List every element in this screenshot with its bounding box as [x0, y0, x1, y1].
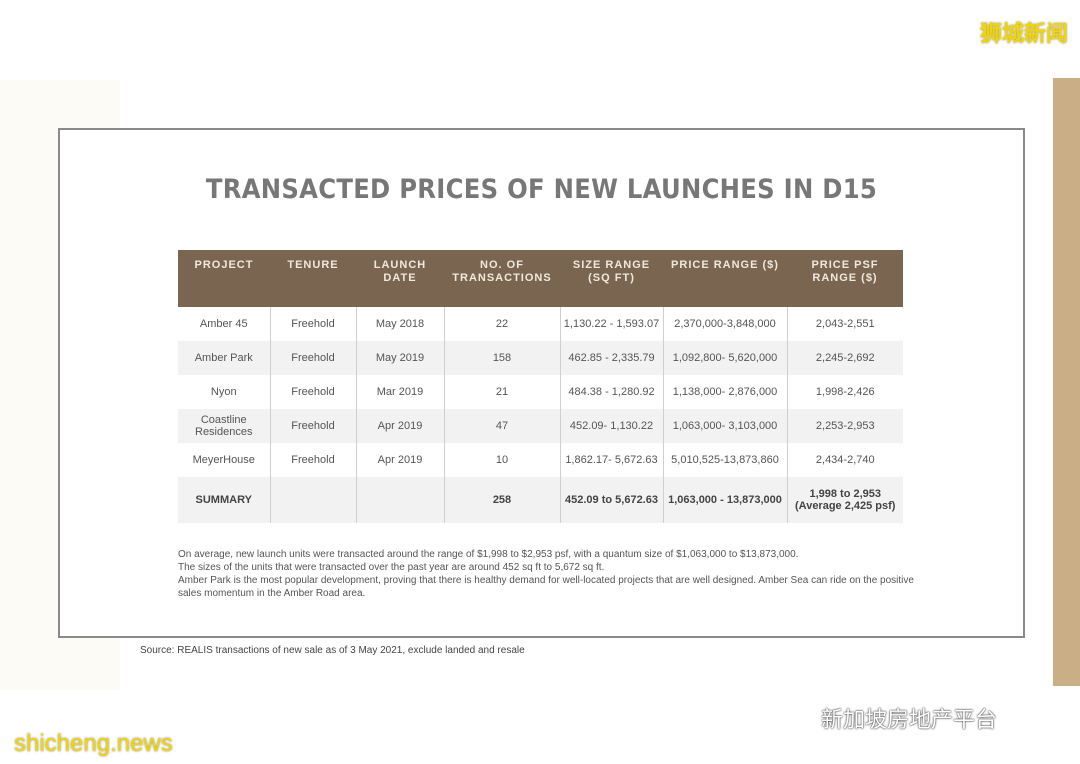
table-cell: Nyon: [210, 386, 237, 398]
table-cell: 5,010,525-13,873,860: [662, 443, 787, 477]
note: Amber Park is the most popular developme…: [178, 575, 914, 599]
table-cell: Freehold: [269, 375, 356, 409]
header-project: PROJECT: [178, 250, 270, 307]
table-cell: 2,434-2,740: [786, 443, 903, 477]
table-cell: 2,370,000-3,848,000: [662, 307, 787, 341]
wechat-icon: [786, 706, 813, 729]
table-cell: 462.85 - 2,335.79: [559, 341, 663, 375]
header-size-range: SIZE RANGE (SQ FT): [560, 250, 663, 307]
summary-cell: 1,063,000 - 13,873,000: [662, 477, 787, 523]
wechat-account-name: 新加坡房地产平台: [821, 707, 998, 732]
psf-summary: 1,998 to 2,953: [809, 488, 882, 500]
note: On average, new launch units were transa…: [178, 549, 799, 560]
table-row: Amber Park Freehold May 2019 158 462.85 - 2,…: [178, 341, 903, 375]
table-row: Amber 45 Freehold May 2018 22 1,130.22 - 1,5…: [178, 307, 903, 341]
table-cell: 2,043-2,551: [786, 307, 903, 341]
header-psf-range: PRICE PSF RANGE ($): [787, 250, 903, 307]
summary-row: SUMMARY 258 452.09 to 5,672.63 1,063,000 - …: [178, 477, 903, 523]
table-cell: 452.09- 1,130.22: [559, 409, 663, 443]
summary-cell: 258: [443, 477, 560, 523]
table-cell: Amber Park: [178, 341, 270, 375]
table-cell: 1,862.17- 5,672.63: [559, 443, 663, 477]
table-cell: Freehold: [269, 307, 356, 341]
table-cell: 2,245-2,692: [786, 341, 903, 375]
table-cell: Freehold: [269, 341, 356, 375]
slide-frame: TRANSACTED PRICES OF NEW LAUNCHES IN D15…: [58, 128, 1025, 638]
summary-cell: [269, 477, 356, 523]
header-launch-date: LAUNCH DATE: [356, 250, 444, 307]
table-cell: MeyerHouse: [192, 454, 255, 466]
table-row: MeyerHouse Freehold Apr 2019 10 1,862.17- 5,…: [178, 443, 903, 477]
note: The sizes of the units that were transac…: [178, 562, 605, 573]
table-row: Coastline Residences Freehold Apr 2019 47 45…: [178, 409, 903, 443]
table-header: PROJECT TENURE LAUNCH DATE NO. OF TRANSA…: [178, 250, 903, 307]
header-price-range: PRICE RANGE ($): [663, 250, 787, 307]
source-note: Source: REALIS transactions of new sale …: [140, 645, 525, 656]
table-cell: Freehold: [269, 409, 356, 443]
gold-accent-bar: [1053, 78, 1080, 686]
table-cell: Mar 2019: [355, 375, 444, 409]
table-cell: 47: [443, 409, 560, 443]
page-title: TRANSACTED PRICES OF NEW LAUNCHES IN D15: [205, 174, 878, 205]
summary-cell: 1,998 to 2,953 (Average 2,425 psf): [786, 477, 903, 523]
table-row: Nyon Freehold Mar 2019 21 484.38 - 1,280.92 1…: [178, 375, 903, 409]
table-cell: 484.38 - 1,280.92: [559, 375, 663, 409]
header-transactions: NO. OF TRANSACTIONS: [444, 250, 560, 307]
table-cell: 1,138,000- 2,876,000: [662, 375, 787, 409]
table-cell: Apr 2019: [355, 443, 444, 477]
summary-cell: [355, 477, 444, 523]
table-cell: 1,130.22 - 1,593.07: [559, 307, 663, 341]
transactions-table: PROJECT TENURE LAUNCH DATE NO. OF TRANSA…: [178, 250, 903, 523]
table-cell: 1,998-2,426: [786, 375, 903, 409]
table-cell: 158: [443, 341, 560, 375]
table-cell: 1,063,000- 3,103,000: [662, 409, 787, 443]
table-cell: May 2018: [355, 307, 444, 341]
table-cell: 2,253-2,953: [786, 409, 903, 443]
table-cell: 10: [443, 443, 560, 477]
table-cell: Apr 2019: [355, 409, 444, 443]
notes: On average, new launch units were transa…: [178, 548, 918, 600]
watermark-top: 狮城新闻: [979, 21, 1068, 46]
table-cell: Freehold: [269, 443, 356, 477]
table-cell: 22: [443, 307, 560, 341]
summary-cell: 452.09 to 5,672.63: [559, 477, 663, 523]
table-cell: Coastline Residences: [178, 409, 270, 443]
table-cell: 21: [443, 375, 560, 409]
table-cell: May 2019: [355, 341, 444, 375]
psf-average: (Average 2,425 psf): [795, 500, 896, 512]
watermark-site: shicheng.news: [14, 730, 173, 757]
watermark-wechat: 新加坡房地产平台: [785, 702, 997, 734]
header-tenure: TENURE: [270, 250, 356, 307]
summary-cell: SUMMARY: [178, 477, 270, 523]
table-cell: Amber 45: [199, 318, 248, 330]
table-cell: 1,092,800- 5,620,000: [662, 341, 787, 375]
